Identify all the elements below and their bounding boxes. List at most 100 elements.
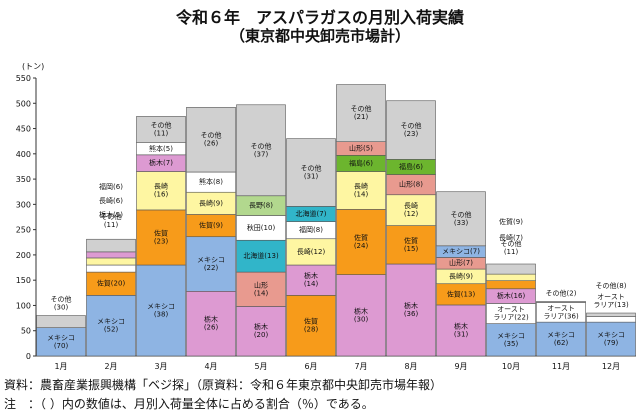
segment-label: 栃木(31)	[454, 321, 469, 338]
bar-segment	[286, 138, 336, 207]
footnote: 注 ：（ ）内の数値は、月別入荷量全体に占める割合（％）である。	[4, 397, 374, 411]
bar-segment	[86, 257, 136, 266]
segment-label: 秋田(10)	[247, 223, 276, 232]
segment-label: 栃木(16)	[497, 291, 526, 300]
bar-segment	[436, 304, 486, 357]
x-tick-label: 5月	[254, 362, 267, 371]
segment-label: その他(11)	[501, 239, 522, 256]
bar-segment	[436, 191, 486, 247]
segment-label: 福島(6)	[399, 162, 423, 171]
segment-label: オーストラリア(22)	[493, 306, 529, 322]
bar-segment	[386, 100, 436, 160]
bar-segment	[236, 215, 286, 241]
segment-label: その他(33)	[451, 210, 472, 227]
segment-label: 北海道(7)	[296, 209, 327, 218]
segment-label: その他(11)	[101, 212, 122, 229]
segment-label: その他(37)	[251, 141, 272, 158]
segment-label: 長崎(16)	[154, 182, 169, 199]
segment-label: 栃木(36)	[404, 301, 419, 318]
segment-label: 長崎(14)	[354, 181, 369, 198]
bar-segment	[236, 239, 286, 273]
bar-segment	[386, 225, 436, 265]
bar-segment	[486, 280, 536, 290]
segment-label: 栃木(5)	[99, 210, 123, 219]
bar-segment	[286, 238, 336, 266]
bar-segment	[336, 274, 386, 357]
segment-label: メキシコ(35)	[497, 332, 525, 348]
x-tick-label: 1月	[54, 362, 67, 371]
segment-label: オーストラリア(13)	[593, 293, 629, 309]
y-tick-label: 400	[16, 149, 31, 158]
segment-label: その他(21)	[351, 104, 372, 121]
segment-label: 長崎(12)	[404, 201, 419, 218]
bar-segment	[136, 171, 186, 211]
segment-label: 佐賀(24)	[354, 233, 369, 250]
y-tick-label: 350	[16, 175, 31, 184]
segment-label: 長崎(7)	[499, 233, 523, 242]
segment-label: 福岡(6)	[99, 182, 123, 191]
segment-label: 佐賀(13)	[447, 289, 476, 298]
bar-segment	[286, 264, 336, 296]
segment-label: メキシコ(62)	[547, 331, 575, 347]
bar-segment	[336, 171, 386, 210]
segment-label: その他(30)	[51, 295, 72, 312]
x-tick-label: 11月	[552, 362, 570, 371]
x-tick-label: 8月	[404, 362, 417, 371]
segment-label: 栃木(20)	[254, 322, 269, 339]
segment-label: 長野(8)	[249, 202, 273, 210]
bar-segment	[236, 271, 286, 307]
bar-segment	[386, 263, 436, 357]
bar-segment	[86, 238, 136, 253]
segment-label: 山形(7)	[449, 258, 473, 267]
y-tick-label: 500	[16, 99, 31, 108]
segment-label: その他(26)	[201, 131, 222, 148]
x-tick-label: 4月	[204, 362, 217, 371]
segment-label: 佐賀(15)	[404, 236, 419, 253]
bar-segment	[586, 312, 636, 317]
segment-label: 佐賀(23)	[154, 228, 169, 245]
bar-segment	[536, 321, 586, 357]
x-tick-label: 10月	[502, 362, 520, 371]
segment-label: 熊本(8)	[199, 177, 223, 186]
segment-label: メキシコ(38)	[147, 303, 175, 319]
bar-segment	[186, 291, 236, 357]
segment-label: 山形(5)	[349, 144, 373, 153]
segment-label: 佐賀(9)	[499, 217, 523, 226]
segment-label: その他(2)	[546, 288, 577, 297]
y-tick-label: 0	[26, 352, 31, 361]
y-tick-label: 250	[16, 225, 31, 234]
segment-label: 長崎(9)	[199, 198, 223, 207]
segment-label: 佐賀(28)	[304, 317, 319, 334]
x-tick-label: 9月	[454, 362, 467, 371]
bar-segment	[236, 104, 286, 197]
bar-segment	[536, 301, 586, 303]
segment-label: メキシコ(7)	[442, 248, 480, 256]
segment-label: メキシコ(22)	[197, 256, 225, 272]
bar-segment	[186, 236, 236, 292]
x-tick-label: 3月	[154, 362, 167, 371]
segment-label: 山形(14)	[254, 280, 269, 297]
segment-label: その他(23)	[401, 121, 422, 138]
segment-label: その他(11)	[151, 121, 172, 138]
y-axis-unit-label: (トン)	[22, 62, 44, 71]
source-note: 資料：農畜産業振興機構「ベジ探」（原資料：令和６年東京都中央卸売市場年報）	[4, 378, 443, 392]
bar-segment	[136, 209, 186, 266]
bar-segment	[236, 306, 286, 357]
chart-title: 令和６年 アスパラガスの月別入荷実績	[175, 8, 464, 27]
segment-label: メキシコ(70)	[47, 334, 75, 350]
y-tick-label: 50	[21, 326, 31, 335]
segment-label: その他(31)	[301, 164, 322, 181]
chart-subtitle: （東京都中央卸売市場計）	[229, 27, 410, 45]
bar-segment	[186, 107, 236, 173]
x-tick-label: 12月	[602, 362, 620, 371]
segment-label: 佐賀(9)	[199, 221, 223, 230]
bar-segment	[486, 273, 536, 281]
bar-segment	[136, 116, 186, 143]
bar-segment	[36, 315, 86, 328]
x-tick-label: 6月	[304, 362, 317, 371]
bar-segment	[36, 327, 86, 357]
segment-label: 長崎(12)	[297, 247, 326, 256]
bar-segment	[336, 209, 386, 275]
segment-label: 栃木(26)	[204, 315, 219, 332]
y-tick-label: 300	[16, 200, 31, 209]
